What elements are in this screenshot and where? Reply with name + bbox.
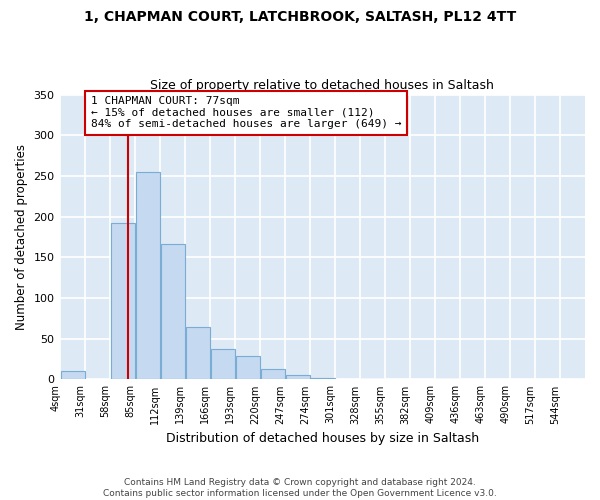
Bar — [436, 378, 460, 380]
Bar — [260, 369, 285, 380]
Bar — [110, 223, 135, 380]
Text: 1 CHAPMAN COURT: 77sqm
← 15% of detached houses are smaller (112)
84% of semi-de: 1 CHAPMAN COURT: 77sqm ← 15% of detached… — [91, 96, 401, 130]
Bar — [286, 376, 310, 380]
Title: Size of property relative to detached houses in Saltash: Size of property relative to detached ho… — [151, 79, 494, 92]
Bar — [136, 172, 160, 380]
Bar — [211, 350, 235, 380]
Bar — [236, 356, 260, 380]
Y-axis label: Number of detached properties: Number of detached properties — [15, 144, 28, 330]
Text: Contains HM Land Registry data © Crown copyright and database right 2024.
Contai: Contains HM Land Registry data © Crown c… — [103, 478, 497, 498]
Bar — [61, 372, 85, 380]
Bar — [185, 326, 210, 380]
Text: 1, CHAPMAN COURT, LATCHBROOK, SALTASH, PL12 4TT: 1, CHAPMAN COURT, LATCHBROOK, SALTASH, P… — [84, 10, 516, 24]
X-axis label: Distribution of detached houses by size in Saltash: Distribution of detached houses by size … — [166, 432, 479, 445]
Bar — [161, 244, 185, 380]
Bar — [361, 378, 385, 380]
Bar — [310, 378, 335, 380]
